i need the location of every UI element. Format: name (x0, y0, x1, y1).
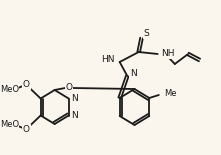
Text: N: N (130, 69, 137, 78)
Text: NH: NH (162, 49, 175, 58)
Text: HN: HN (101, 55, 115, 64)
Text: MeO: MeO (0, 85, 19, 94)
Text: MeO: MeO (0, 120, 19, 129)
Text: S: S (143, 29, 149, 38)
Text: O: O (23, 125, 30, 134)
Text: N: N (71, 94, 78, 103)
Text: O: O (23, 80, 30, 89)
Text: N: N (71, 111, 78, 120)
Text: Me: Me (164, 89, 177, 98)
Text: O: O (65, 84, 72, 93)
